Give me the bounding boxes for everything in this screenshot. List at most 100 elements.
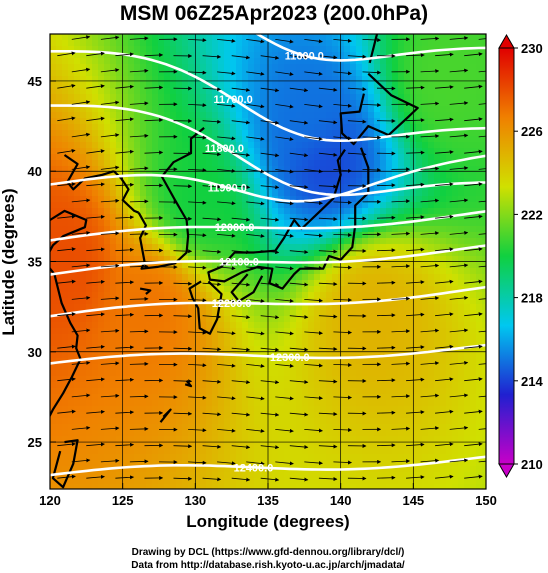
heatmap-cell	[86, 310, 93, 317]
heatmap-cell	[290, 274, 297, 281]
heatmap-cell	[434, 34, 441, 41]
heatmap-cell	[110, 226, 117, 233]
heatmap-cell	[380, 346, 387, 353]
heatmap-cell	[86, 328, 93, 335]
heatmap-cell	[104, 358, 111, 365]
heatmap-cell	[92, 94, 99, 101]
heatmap-cell	[422, 334, 429, 341]
heatmap-cell	[314, 388, 321, 395]
heatmap-cell	[200, 184, 207, 191]
heatmap-cell	[80, 310, 87, 317]
heatmap-cell	[62, 136, 69, 143]
heatmap-cell	[296, 382, 303, 389]
heatmap-cell	[284, 76, 291, 83]
heatmap-cell	[314, 184, 321, 191]
heatmap-cell	[50, 238, 57, 245]
heatmap-cell	[242, 394, 249, 401]
heatmap-cell	[398, 358, 405, 365]
heatmap-cell	[164, 232, 171, 239]
heatmap-cell	[182, 136, 189, 143]
heatmap-cell	[182, 58, 189, 65]
heatmap-cell	[260, 40, 267, 47]
heatmap-cell	[242, 112, 249, 119]
heatmap-cell	[428, 346, 435, 353]
heatmap-cell	[302, 214, 309, 221]
heatmap-cell	[236, 232, 243, 239]
heatmap-cell	[296, 340, 303, 347]
heatmap-cell	[170, 142, 177, 149]
heatmap-cell	[440, 388, 447, 395]
heatmap-cell	[182, 292, 189, 299]
heatmap-cell	[164, 100, 171, 107]
heatmap-cell	[254, 118, 261, 125]
heatmap-cell	[254, 394, 261, 401]
heatmap-cell	[176, 418, 183, 425]
heatmap-cell	[134, 418, 141, 425]
heatmap-cell	[326, 82, 333, 89]
heatmap-cell	[224, 328, 231, 335]
heatmap-cell	[158, 148, 165, 155]
heatmap-cell	[158, 304, 165, 311]
heatmap-cell	[50, 430, 57, 437]
heatmap-cell	[218, 388, 225, 395]
heatmap-cell	[398, 58, 405, 65]
heatmap-cell	[338, 436, 345, 443]
heatmap-cell	[98, 436, 105, 443]
heatmap-cell	[278, 244, 285, 251]
heatmap-cell	[464, 346, 471, 353]
heatmap-cell	[416, 256, 423, 263]
heatmap-cell	[416, 268, 423, 275]
heatmap-cell	[164, 400, 171, 407]
heatmap-cell	[254, 172, 261, 179]
heatmap-cell	[350, 418, 357, 425]
heatmap-cell	[458, 334, 465, 341]
heatmap-cell	[482, 226, 486, 233]
heatmap-cell	[374, 244, 381, 251]
heatmap-cell	[470, 130, 477, 137]
heatmap-cell	[452, 400, 459, 407]
heatmap-cell	[434, 418, 441, 425]
heatmap-cell	[314, 76, 321, 83]
heatmap-cell	[290, 436, 297, 443]
heatmap-cell	[398, 424, 405, 431]
heatmap-cell	[302, 142, 309, 149]
heatmap-cell	[68, 160, 75, 167]
heatmap-cell	[362, 286, 369, 293]
heatmap-cell	[116, 430, 123, 437]
heatmap-cell	[92, 184, 99, 191]
heatmap-cell	[176, 196, 183, 203]
heatmap-cell	[278, 184, 285, 191]
heatmap-cell	[248, 424, 255, 431]
heatmap-cell	[146, 370, 153, 377]
heatmap-cell	[458, 34, 465, 41]
heatmap-cell	[350, 400, 357, 407]
heatmap-cell	[92, 130, 99, 137]
heatmap-cell	[350, 214, 357, 221]
heatmap-cell	[194, 46, 201, 53]
heatmap-cell	[458, 292, 465, 299]
heatmap-cell	[386, 286, 393, 293]
heatmap-cell	[122, 118, 129, 125]
heatmap-cell	[248, 244, 255, 251]
heatmap-cell	[260, 382, 267, 389]
heatmap-cell	[368, 208, 375, 215]
heatmap-cell	[470, 196, 477, 203]
heatmap-cell	[188, 364, 195, 371]
heatmap-cell	[326, 40, 333, 47]
heatmap-cell	[356, 286, 363, 293]
heatmap-cell	[194, 352, 201, 359]
heatmap-cell	[170, 202, 177, 209]
heatmap-cell	[230, 358, 237, 365]
heatmap-cell	[326, 394, 333, 401]
heatmap-cell	[92, 76, 99, 83]
heatmap-cell	[272, 106, 279, 113]
heatmap-cell	[254, 220, 261, 227]
heatmap-cell	[176, 328, 183, 335]
heatmap-cell	[398, 376, 405, 383]
heatmap-cell	[86, 226, 93, 233]
heatmap-cell	[224, 430, 231, 437]
heatmap-cell	[326, 430, 333, 437]
heatmap-cell	[266, 94, 273, 101]
heatmap-cell	[320, 172, 327, 179]
heatmap-cell	[260, 304, 267, 311]
